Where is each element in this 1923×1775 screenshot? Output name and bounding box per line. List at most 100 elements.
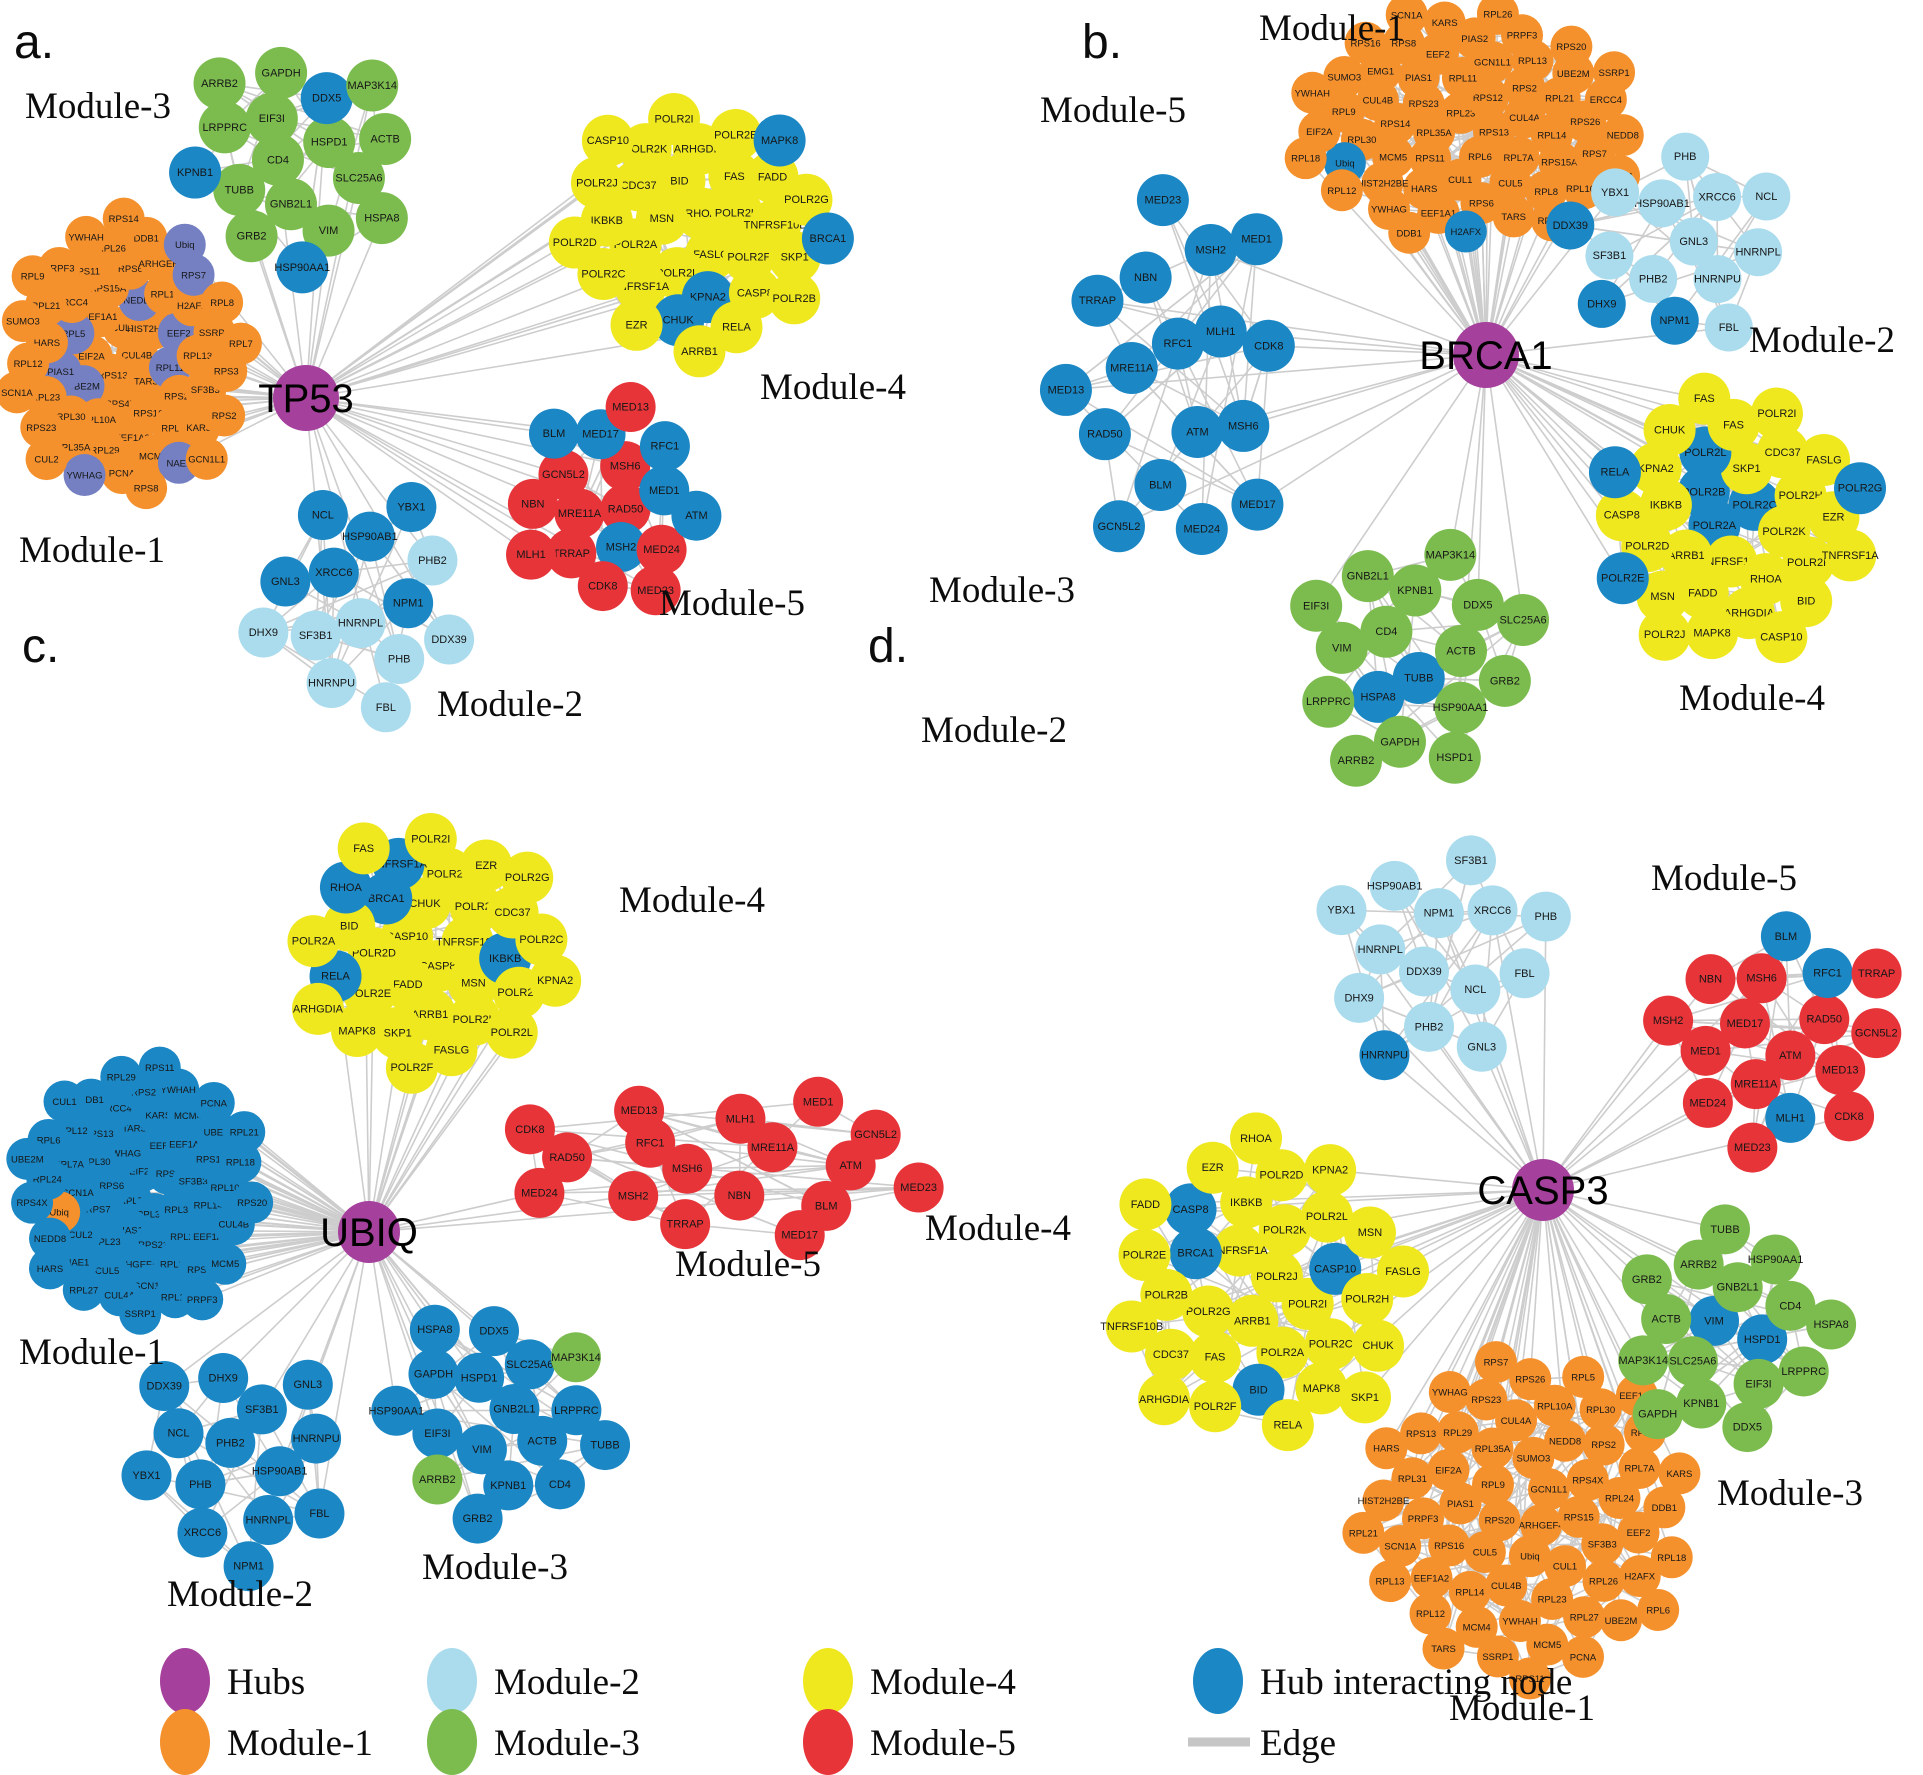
node-label: HSP90AB1: [1367, 880, 1423, 892]
module-label: Module-1: [19, 530, 165, 571]
node-label: TRRAP: [1858, 968, 1895, 980]
node-label: POLR2B: [427, 868, 470, 880]
network-node: [1544, 1419, 1587, 1462]
network-node: [1632, 1389, 1683, 1440]
network-node: [715, 1093, 766, 1144]
node-label: GNB2L1: [270, 199, 312, 211]
node-label: POLR2A: [292, 936, 336, 948]
network-node: [1512, 1436, 1555, 1479]
network-node: [1467, 885, 1518, 936]
hub-edge-line: [261, 1231, 370, 1410]
network-node: [125, 467, 168, 510]
network-node: [1563, 1596, 1606, 1639]
network-node: [412, 1408, 463, 1459]
node-label: RPL26: [170, 1232, 199, 1243]
hub-edge-line: [163, 1231, 370, 1387]
node-label: KARS: [1666, 1469, 1692, 1480]
node-label: NEDD8: [34, 1234, 66, 1245]
node-label: RELA: [321, 971, 350, 983]
legend-label: Module-3: [494, 1723, 640, 1764]
node-label: SKP1: [384, 1027, 412, 1039]
node-label: MLH1: [1206, 326, 1235, 338]
node-label: CASP8: [1604, 510, 1640, 522]
network-node: [1184, 223, 1237, 276]
network-node: [1824, 529, 1877, 582]
network-node: [193, 57, 246, 110]
node-label: DDB1: [1652, 1503, 1677, 1514]
node-label: RPL14: [1455, 1587, 1484, 1598]
node-label: SCN1A: [1391, 10, 1423, 21]
panel-b-nodes: RPL23 RPS13 RPL35A RPS12 RPL6 RPS23 CUL4A RPS11…: [1039, 0, 1887, 787]
node-label: ACTB: [1446, 646, 1475, 658]
node-label: YWHAG: [1432, 1387, 1468, 1398]
node-label: CDK8: [588, 581, 617, 593]
network-node: [1598, 1476, 1641, 1519]
network-node: [359, 112, 412, 165]
node-label: TRRAP: [1079, 295, 1116, 307]
network-node: [501, 851, 554, 904]
network-node: [254, 1446, 305, 1497]
network-node: [709, 109, 762, 162]
node-label: YWHAH: [68, 232, 104, 243]
network-node: [290, 610, 341, 661]
network-node: [1599, 1599, 1642, 1642]
edge-line: [1570, 224, 1759, 254]
network-node: [177, 1507, 228, 1558]
node-label: RPL29: [107, 1072, 136, 1083]
node-label: MSN: [461, 977, 486, 989]
network-node: [1359, 1030, 1410, 1081]
network-node: [1601, 114, 1644, 157]
node-label: POLR2A: [1693, 520, 1737, 532]
node-label: GNL3: [1467, 1041, 1496, 1053]
node-label: FADD: [1688, 587, 1717, 599]
node-label: FAS: [724, 171, 745, 183]
node-label: MED13: [1048, 384, 1085, 396]
network-node: [1533, 1384, 1576, 1427]
node-label: RPS4X: [105, 399, 137, 410]
network-node: [1712, 1262, 1763, 1313]
node-label: SUMO3: [1327, 73, 1361, 84]
network-node: [1316, 885, 1367, 936]
node-label: RPL21: [1349, 1528, 1378, 1539]
network-node: [1338, 1371, 1391, 1424]
node-label: TNFRSF10B: [744, 220, 807, 232]
legend-swatch-module-1: [160, 1709, 210, 1775]
node-label: HNRNPL: [1735, 247, 1780, 259]
node-label: CUL4B: [122, 350, 153, 361]
node-label: POLR2H: [453, 1014, 497, 1026]
network-node: [1471, 1463, 1514, 1506]
network-node: [1379, 1525, 1422, 1568]
network-node: [360, 682, 411, 733]
node-label: MED23: [637, 585, 674, 597]
node-label: ARHGDIA: [674, 144, 725, 156]
network-node: [291, 1413, 342, 1464]
node-label: BID: [340, 920, 358, 932]
network-node: [1498, 1600, 1541, 1643]
node-label: DDX5: [479, 1326, 508, 1338]
network-node: [408, 1348, 459, 1399]
network-node: [204, 1242, 247, 1285]
node-label: RPS16: [133, 408, 163, 419]
network-node: [1661, 132, 1710, 181]
network-node: [1618, 1555, 1661, 1598]
network-node: [662, 1143, 713, 1194]
hub-node: [273, 365, 339, 431]
node-label: RPL5: [1571, 1372, 1595, 1383]
node-label: MAP3K14: [551, 1352, 601, 1364]
network-node: [850, 1109, 901, 1160]
edge-line: [1384, 972, 1525, 1056]
node-label: PCNA: [201, 1098, 228, 1109]
network-node: [65, 215, 108, 258]
node-label: NEDD8: [1549, 1436, 1581, 1447]
node-label: BRCA1: [368, 893, 405, 905]
node-label: MAPK8: [1303, 1383, 1340, 1395]
network-node: [1392, 651, 1445, 704]
node-label: PRPF3: [1408, 1514, 1439, 1525]
node-label: POLR2D: [553, 237, 597, 249]
node-label: GRB2: [1632, 1274, 1662, 1286]
node-label: POLR2C: [1733, 499, 1777, 511]
node-label: RPL12: [1416, 1609, 1445, 1620]
node-label: XRCC6: [184, 1527, 221, 1539]
node-label: CASP10: [1314, 1263, 1356, 1275]
network-node: [1369, 1560, 1412, 1603]
